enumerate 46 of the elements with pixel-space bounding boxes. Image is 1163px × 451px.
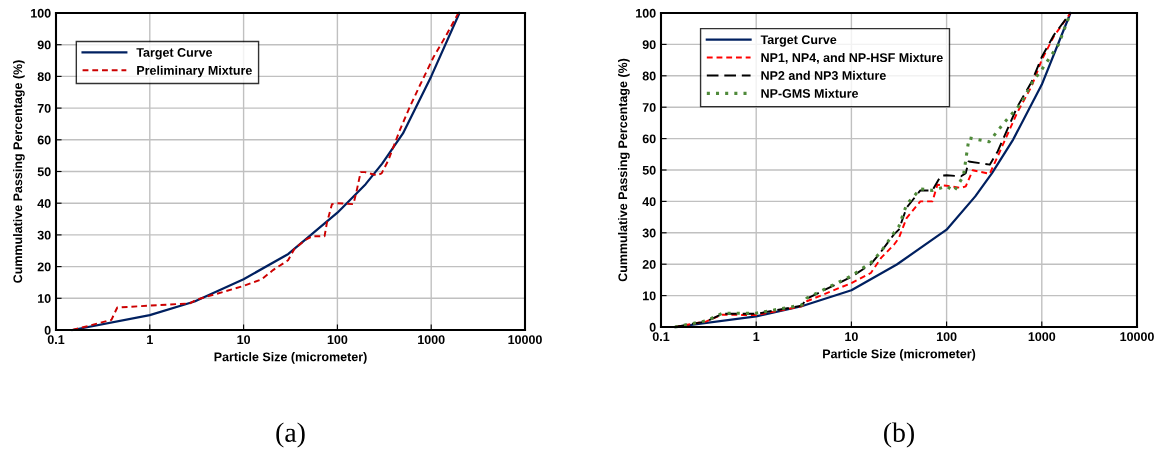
x-tick-label: 10000 (1120, 332, 1154, 342)
x-tick-label: 10000 (508, 335, 542, 345)
y-tick-label: 20 (642, 260, 656, 269)
y-tick-label: 60 (642, 134, 656, 144)
x-tick-label: 100 (936, 332, 957, 342)
y-tick-label: 30 (642, 228, 656, 238)
x-tick-label: 100 (327, 335, 348, 345)
x-axis-title: Particle Size (micrometer) (823, 349, 976, 361)
y-tick-label: 0 (44, 325, 51, 335)
y-tick-label: 100 (31, 8, 51, 18)
y-tick-label: 90 (37, 40, 51, 50)
y-tick-label: 40 (37, 199, 51, 208)
y-tick-label: 70 (642, 103, 656, 112)
legend-label: Preliminary Mixture (137, 65, 252, 78)
text: (b) (884, 422, 914, 448)
x-tick-label: 1 (753, 332, 760, 341)
legend-label: Target Curve (136, 48, 213, 60)
y-tick-label: 100 (636, 8, 656, 18)
y-tick-label: 10 (643, 291, 656, 301)
legend-label: NP1, NP4, and NP-HSF Mixture (761, 52, 943, 64)
y-tick-label: 50 (37, 167, 51, 177)
x-tick-label: 1000 (418, 335, 445, 345)
y-tick-label: 80 (642, 71, 656, 81)
x-tick-label: 10 (845, 332, 858, 342)
y-tick-label: 70 (37, 103, 51, 113)
y-tick-label: 90 (642, 40, 656, 50)
x-tick-label: 0.1 (47, 335, 65, 345)
x-tick-label: 0.1 (652, 332, 670, 342)
y-tick-label: 60 (37, 135, 51, 145)
x-axis-title: Particle Size (micrometer) (214, 352, 367, 364)
x-tick-label: 1 (147, 335, 153, 344)
y-tick-label: 10 (38, 294, 51, 303)
x-tick-label: 10 (237, 335, 251, 345)
y-tick-label: 50 (642, 165, 656, 175)
y-tick-label: 20 (37, 262, 51, 272)
legend-label: NP-GMS Mixture (761, 88, 859, 98)
y-tick-label: 30 (37, 230, 51, 240)
y-tick-label: 0 (649, 322, 656, 332)
text: (a) (276, 422, 305, 448)
y-axis-title: Cummulative Passing Percentage (%) (13, 60, 25, 283)
y-tick-label: 80 (37, 72, 51, 82)
y-tick-label: 40 (642, 197, 656, 207)
legend-label: Target Curve (760, 35, 837, 47)
x-tick-label: 1000 (1028, 332, 1056, 342)
legend-label: NP2 and NP3 Mixture (761, 70, 886, 80)
y-axis-title: Cummulative Passing Percentage (%) (618, 58, 630, 282)
